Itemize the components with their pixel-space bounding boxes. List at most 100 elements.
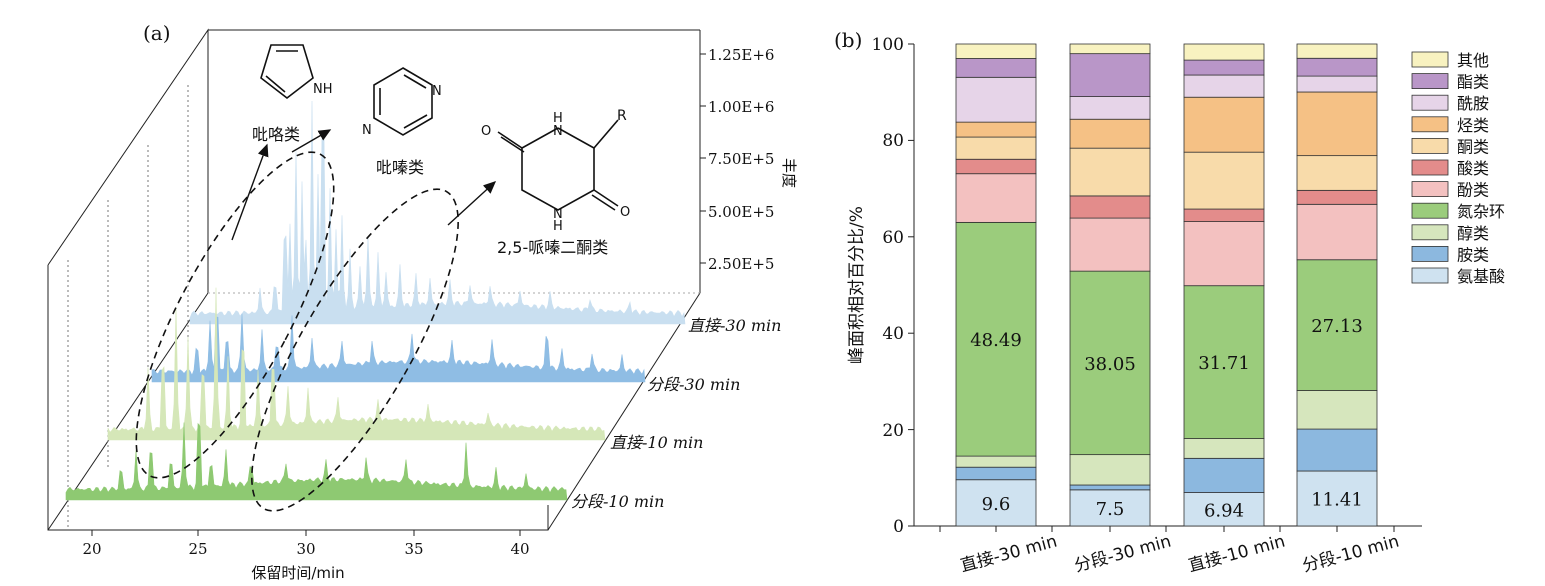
pyrazine-n-label: N xyxy=(362,123,372,138)
bar-segment xyxy=(1296,470,1378,527)
bar-segment xyxy=(1183,438,1265,459)
spectrum-trace xyxy=(107,287,606,441)
bar-segment xyxy=(1183,74,1265,98)
panel-a-label: (a) xyxy=(143,21,171,45)
y-tick-label: 20 xyxy=(882,421,904,441)
x-tick-label: 40 xyxy=(510,540,529,558)
bar-segment xyxy=(1069,118,1151,149)
bar-segment xyxy=(1183,457,1265,493)
x-axis-title: 保留时间/min xyxy=(251,564,344,582)
bar-segment xyxy=(1069,53,1151,97)
z-tick-label: 5.00E+5 xyxy=(708,203,774,221)
bar-segment xyxy=(1296,43,1378,59)
panel-b-y-axis: 0 20 40 60 80 100 峰面积相对百分比/% xyxy=(847,35,915,537)
legend-label: 烃类 xyxy=(1457,116,1489,135)
bar-value-label: 38.05 xyxy=(1084,354,1136,375)
x-tick-label: 直接-10 min xyxy=(1186,532,1287,577)
bar-segment xyxy=(1069,270,1151,456)
legend-label: 其他 xyxy=(1457,51,1489,70)
legend-label: 酯类 xyxy=(1457,73,1489,92)
panel-a-arrows xyxy=(231,129,497,241)
panel-b-bars: 9.6 48.49 7.5 38.05 6.94 31.71 11.41 27.13 xyxy=(955,43,1378,527)
x-tick-label: 分段-30 min xyxy=(1072,532,1173,577)
piperazinedione-r-label: R xyxy=(617,108,627,124)
panel-a-x-axis: 20 25 30 35 40 保留时间/min xyxy=(82,530,530,582)
bar-segment xyxy=(1183,285,1265,439)
legend-swatch xyxy=(1411,181,1449,198)
z-tick-label: 2.50E+5 xyxy=(708,255,774,273)
bar-segment xyxy=(955,158,1037,175)
bar-segment xyxy=(1296,155,1378,191)
panel-b-x-axis: 直接-30 min 分段-30 min 直接-10 min 分段-10 min xyxy=(914,525,1422,577)
piperazinedione-region-ellipse xyxy=(251,188,459,512)
legend-swatch xyxy=(1411,159,1449,176)
y-axis-title: 峰面积相对百分比/% xyxy=(847,206,867,364)
legend-swatch xyxy=(1411,267,1449,284)
bar-value-label: 9.6 xyxy=(982,494,1011,515)
pyrrole-label: 吡咯类 xyxy=(252,125,300,144)
piperazinedione-n-label: N xyxy=(553,124,563,139)
bar-segment xyxy=(955,173,1037,223)
legend-label: 酰胺 xyxy=(1457,94,1489,113)
pyrazine-structure xyxy=(373,67,433,136)
legend-label: 酮类 xyxy=(1457,137,1489,156)
bar-segment xyxy=(1296,57,1378,77)
trace-label: 分段-30 min xyxy=(647,375,740,394)
z-axis-title: 丰度 xyxy=(780,158,798,188)
trace-label: 直接-30 min xyxy=(688,316,781,335)
bar-segment xyxy=(1296,203,1378,261)
bar-segment xyxy=(1183,208,1265,222)
bar-segment xyxy=(1296,259,1378,391)
bar-segment xyxy=(955,455,1037,468)
bar-segment xyxy=(955,479,1037,527)
bar-segment xyxy=(1296,428,1378,472)
bar-segment xyxy=(955,58,1037,78)
trace-label: 直接-10 min xyxy=(610,433,703,452)
y-tick-label: 0 xyxy=(893,517,904,537)
bar-segment xyxy=(1069,147,1151,197)
bar-segment xyxy=(1296,75,1378,93)
bar-segment xyxy=(955,43,1037,59)
bar-segment xyxy=(1183,221,1265,287)
x-tick-label: 30 xyxy=(296,540,315,558)
x-tick-label: 直接-30 min xyxy=(958,532,1059,577)
bar-value-label: 11.41 xyxy=(1311,490,1363,511)
bar-segment xyxy=(1069,484,1151,491)
z-tick-label: 1.00E+6 xyxy=(708,98,774,116)
pyrrole-region-ellipse xyxy=(135,151,335,479)
legend-label: 酚类 xyxy=(1457,181,1489,200)
bar-segment xyxy=(1069,43,1151,55)
piperazinedione-o-label: O xyxy=(481,124,491,139)
pyrrole-nh-label: NH xyxy=(313,82,333,97)
piperazinedione-label: 2,5-哌嗪二酮类 xyxy=(497,238,608,257)
pyrazine-n-label: N xyxy=(432,84,442,99)
x-tick-label: 20 xyxy=(82,540,101,558)
legend-swatch xyxy=(1411,224,1449,241)
panel-a-highlight-ellipses xyxy=(135,151,459,512)
legend-label: 胺类 xyxy=(1457,245,1489,264)
bar-value-label: 48.49 xyxy=(970,330,1022,351)
panel-b-label: (b) xyxy=(834,28,862,52)
panel-a-spectra xyxy=(65,100,686,501)
legend-swatch xyxy=(1411,202,1449,219)
bar-segment xyxy=(1069,454,1151,486)
legend-swatch xyxy=(1411,73,1449,89)
bar-segment xyxy=(1069,195,1151,219)
bar-segment xyxy=(955,136,1037,160)
legend-label: 氨基酸 xyxy=(1457,267,1505,286)
panel-a-grid xyxy=(67,85,189,530)
x-tick-label: 分段-10 min xyxy=(1300,532,1401,577)
piperazinedione-h-label: H xyxy=(553,111,563,126)
legend-swatch xyxy=(1411,51,1449,68)
panel-a-trace-labels: 直接-30 min 分段-30 min 直接-10 min 分段-10 min xyxy=(571,316,781,511)
piperazinedione-o-label: O xyxy=(620,205,630,220)
panel-a-waterfall-chart: (a) 1.25E+6 xyxy=(47,21,798,582)
trace-label: 分段-10 min xyxy=(571,492,664,511)
bar-segment xyxy=(1069,217,1151,272)
bar-value-label: 31.71 xyxy=(1198,353,1250,374)
legend-label: 酸类 xyxy=(1457,159,1489,178)
legend-swatch xyxy=(1411,116,1449,133)
bar-segment xyxy=(955,121,1037,138)
